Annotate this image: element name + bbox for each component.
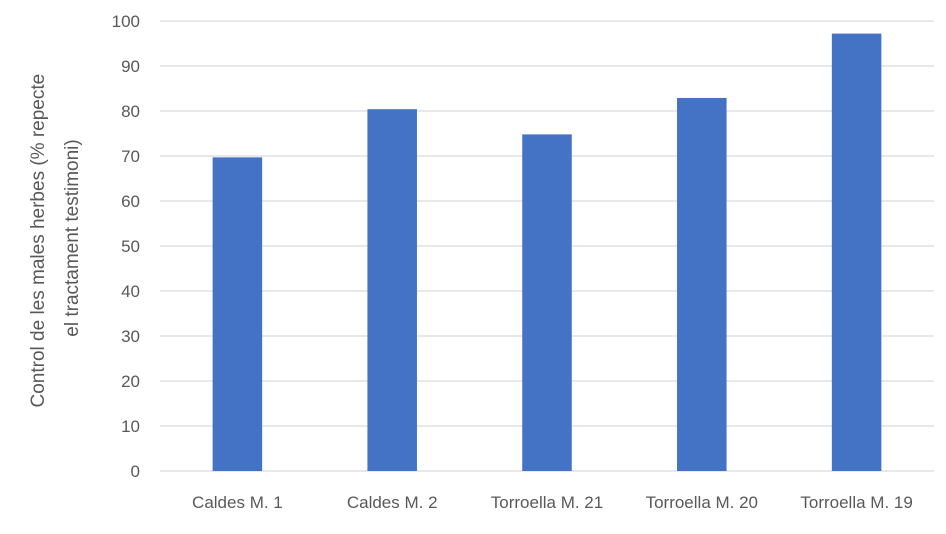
x-tick-label: Torroella M. 20 xyxy=(646,493,758,512)
y-axis-title-line-1: Control de les males herbes (% repecte xyxy=(28,74,49,408)
bar xyxy=(522,134,572,471)
y-tick-label: 30 xyxy=(121,327,140,346)
bars xyxy=(212,33,882,471)
bar xyxy=(212,157,263,471)
bar xyxy=(831,33,882,471)
y-tick-label: 40 xyxy=(121,282,140,301)
y-tick-label: 90 xyxy=(121,57,140,76)
y-tick-label: 20 xyxy=(121,372,140,391)
x-tick-label: Torroella M. 21 xyxy=(491,493,603,512)
bar xyxy=(677,97,727,471)
y-tick-label: 100 xyxy=(112,12,140,31)
x-axis-tick-labels: Caldes M. 1 Caldes M. 2 Torroella M. 21 Tor… xyxy=(192,493,913,512)
y-axis-title: Control de les males herbes (% repecte e… xyxy=(28,69,83,408)
y-tick-label: 50 xyxy=(121,237,140,256)
y-axis-title-line-2: el tractament testimoni) xyxy=(62,139,83,336)
y-tick-label: 60 xyxy=(121,192,140,211)
x-tick-label: Caldes M. 1 xyxy=(192,493,283,512)
x-tick-label: Torroella M. 19 xyxy=(800,493,912,512)
x-tick-label: Caldes M. 2 xyxy=(347,493,438,512)
bar xyxy=(367,109,417,471)
y-tick-label: 80 xyxy=(121,102,140,121)
y-tick-label: 0 xyxy=(131,462,140,481)
y-tick-label: 70 xyxy=(121,147,140,166)
y-tick-label: 10 xyxy=(121,417,140,436)
y-axis-tick-labels: 0 10 20 30 40 50 60 70 80 90 100 xyxy=(112,12,140,481)
